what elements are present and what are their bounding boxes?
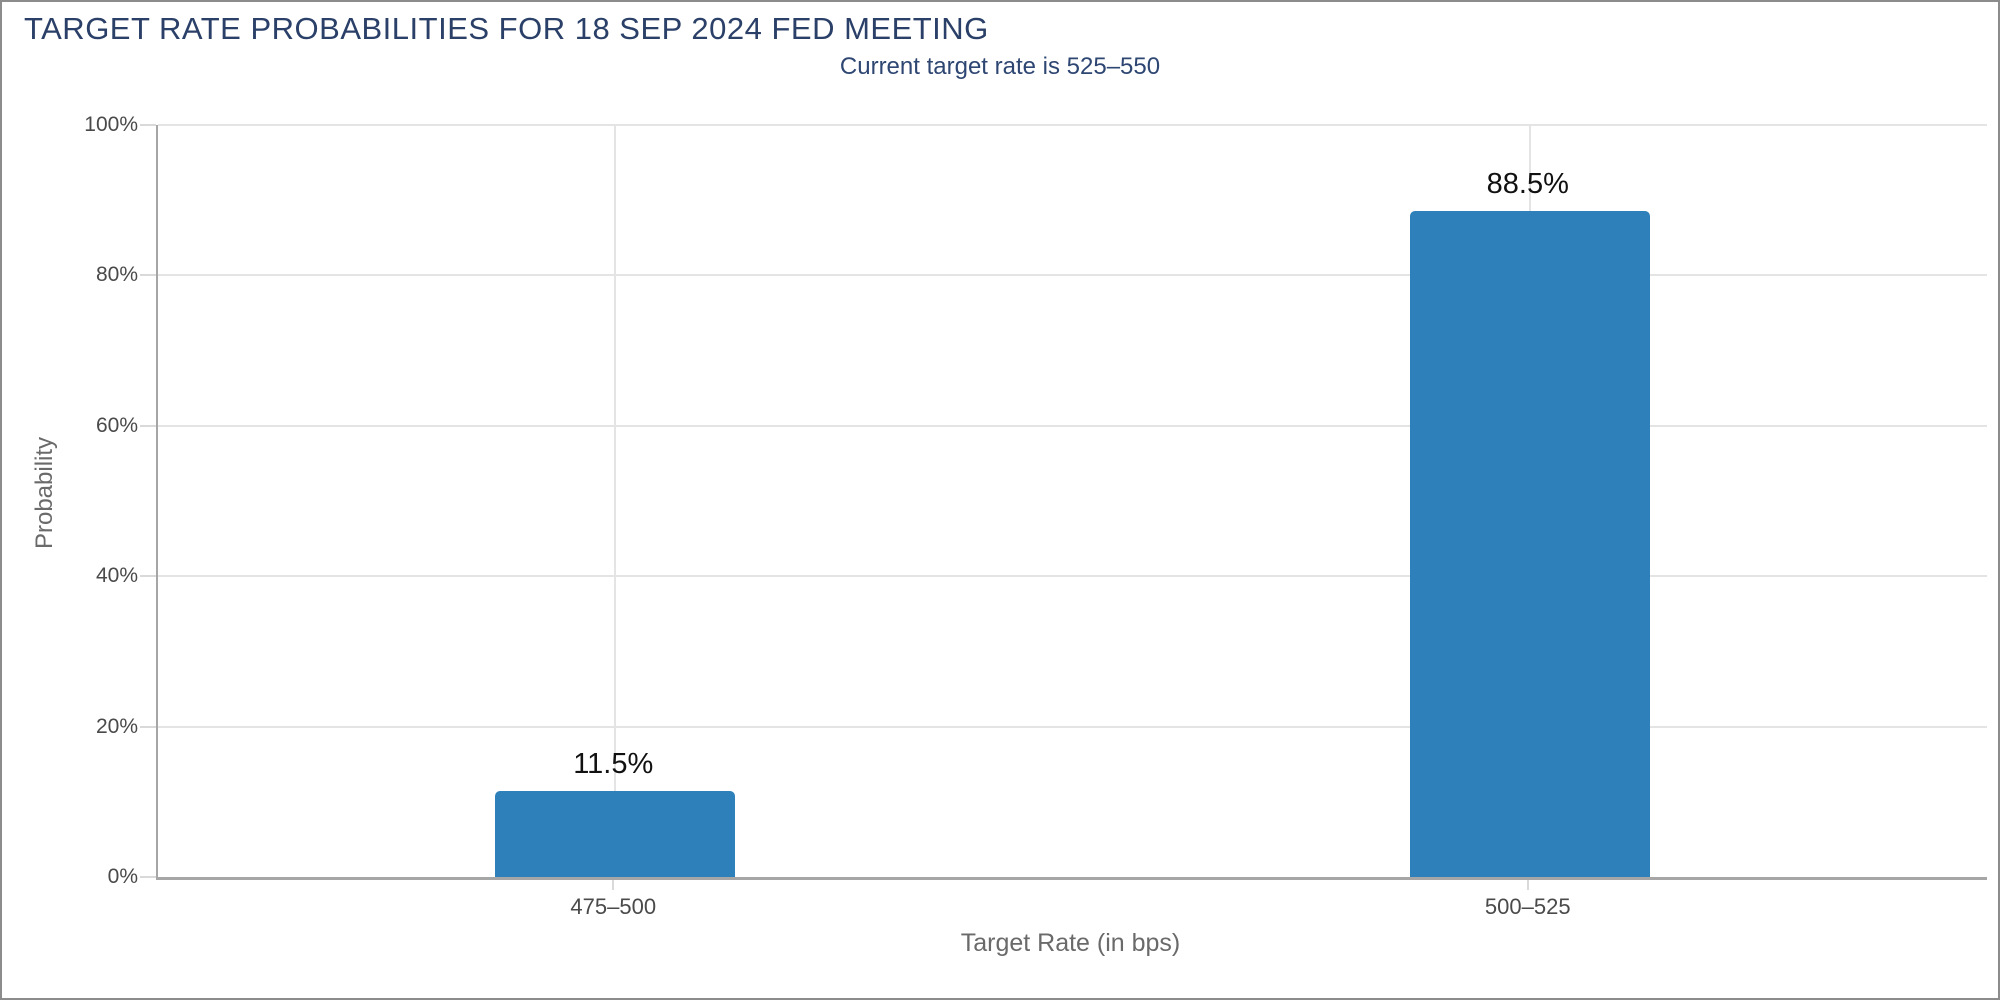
y-axis-tick-label: 60% bbox=[95, 413, 138, 437]
x-axis-tick-label: 500–525 bbox=[1484, 894, 1571, 919]
y-axis-tick bbox=[140, 876, 156, 878]
gridline-horizontal bbox=[158, 274, 1987, 277]
bar-475-500 bbox=[495, 791, 736, 877]
y-axis-tick bbox=[140, 575, 156, 578]
bar-500-525 bbox=[1409, 211, 1650, 877]
x-axis-tick bbox=[1526, 880, 1529, 890]
y-axis-tick-label: 40% bbox=[95, 564, 138, 588]
gridline-horizontal bbox=[158, 575, 1987, 578]
y-axis-tick bbox=[140, 424, 156, 427]
gridline-vertical bbox=[614, 125, 617, 877]
y-axis-tick-label: 100% bbox=[84, 113, 138, 136]
y-axis-tick bbox=[140, 274, 156, 277]
x-axis-title: Target Rate (in bps) bbox=[960, 929, 1181, 957]
gridline-horizontal bbox=[158, 124, 1987, 126]
x-axis-tick-label: 475–500 bbox=[570, 894, 657, 919]
x-axis-tick bbox=[612, 880, 615, 890]
y-axis-tick-label: 20% bbox=[95, 714, 138, 738]
y-axis-title: Probability bbox=[31, 436, 58, 550]
y-axis-tick-label: 0% bbox=[107, 865, 138, 888]
bar-value-label: 88.5% bbox=[1486, 168, 1569, 200]
chart-title: TARGET RATE PROBABILITIES FOR 18 SEP 202… bbox=[24, 11, 989, 46]
y-axis-tick bbox=[140, 124, 156, 126]
y-axis-tick bbox=[140, 725, 156, 728]
y-axis-tick-label: 80% bbox=[95, 263, 138, 287]
gridline-horizontal bbox=[158, 725, 1987, 728]
plot-area bbox=[156, 124, 1987, 880]
gridline-horizontal bbox=[158, 424, 1987, 427]
bar-value-label: 11.5% bbox=[573, 748, 654, 780]
chart-subtitle: Current target rate is 525–550 bbox=[839, 53, 1161, 80]
